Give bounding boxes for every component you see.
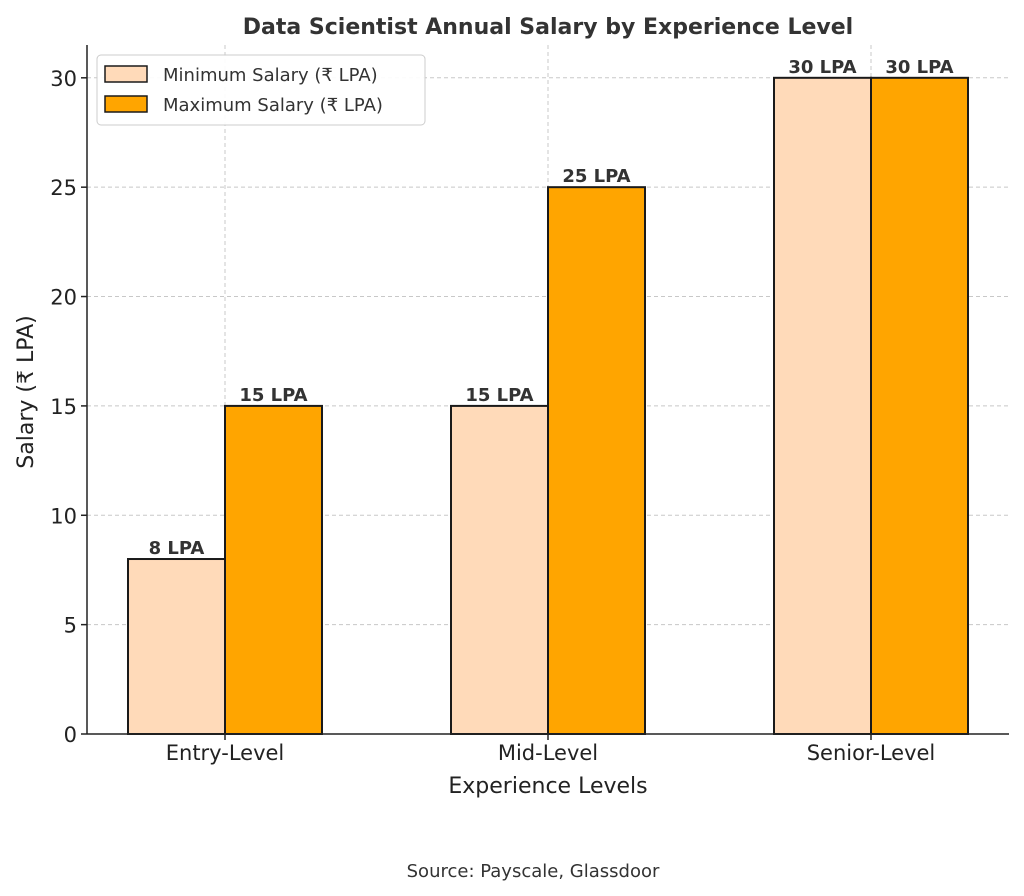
legend-swatch-maximum	[104, 95, 148, 113]
legend-label-maximum: Maximum Salary (₹ LPA)	[163, 95, 383, 116]
data-label: 15 LPA	[465, 385, 533, 406]
legend-box	[96, 54, 426, 126]
y-tick-label: 20	[50, 286, 77, 310]
y-tick-label: 15	[50, 395, 77, 419]
data-labels-layer: 8 LPA 15 LPA 30 LPA 15 LPA 25 LPA 30 LPA	[149, 57, 954, 559]
bar-minimum-senior-level	[773, 76, 872, 736]
y-tick-label: 0	[64, 723, 77, 747]
legend-swatch-minimum	[104, 65, 148, 83]
bar-maximum-entry-level	[224, 404, 323, 735]
source-note: Source: Payscale, Glassdoor	[407, 861, 660, 882]
bar-maximum-senior-level	[870, 76, 969, 736]
data-label: 30 LPA	[885, 57, 953, 78]
bars-layer	[127, 76, 969, 736]
axes-layer: 0 5 10 15 20 25 30 Entry-Level Mid-Level Senior-L…	[50, 45, 1009, 765]
y-axis-label: Salary (₹ LPA)	[14, 315, 39, 468]
data-label: 25 LPA	[562, 166, 630, 187]
y-tick-label: 10	[50, 504, 77, 528]
x-axis-label: Experience Levels	[448, 774, 647, 799]
x-tick-label: Entry-Level	[166, 741, 285, 765]
data-label: 15 LPA	[239, 385, 307, 406]
bar-minimum-mid-level	[450, 404, 549, 735]
x-tick-label: Mid-Level	[498, 741, 598, 765]
y-tick-label: 25	[50, 176, 77, 200]
legend: Minimum Salary (₹ LPA) Maximum Salary (₹ …	[96, 54, 426, 126]
x-tick-label: Senior-Level	[807, 741, 936, 765]
y-tick-label: 30	[50, 67, 77, 91]
legend-label-minimum: Minimum Salary (₹ LPA)	[163, 65, 378, 86]
data-label: 8 LPA	[149, 538, 205, 559]
bar-minimum-entry-level	[127, 558, 226, 735]
bar-maximum-mid-level	[547, 186, 646, 735]
y-tick-label: 5	[64, 614, 77, 638]
chart-title: Data Scientist Annual Salary by Experien…	[243, 15, 853, 40]
data-label: 30 LPA	[788, 57, 856, 78]
